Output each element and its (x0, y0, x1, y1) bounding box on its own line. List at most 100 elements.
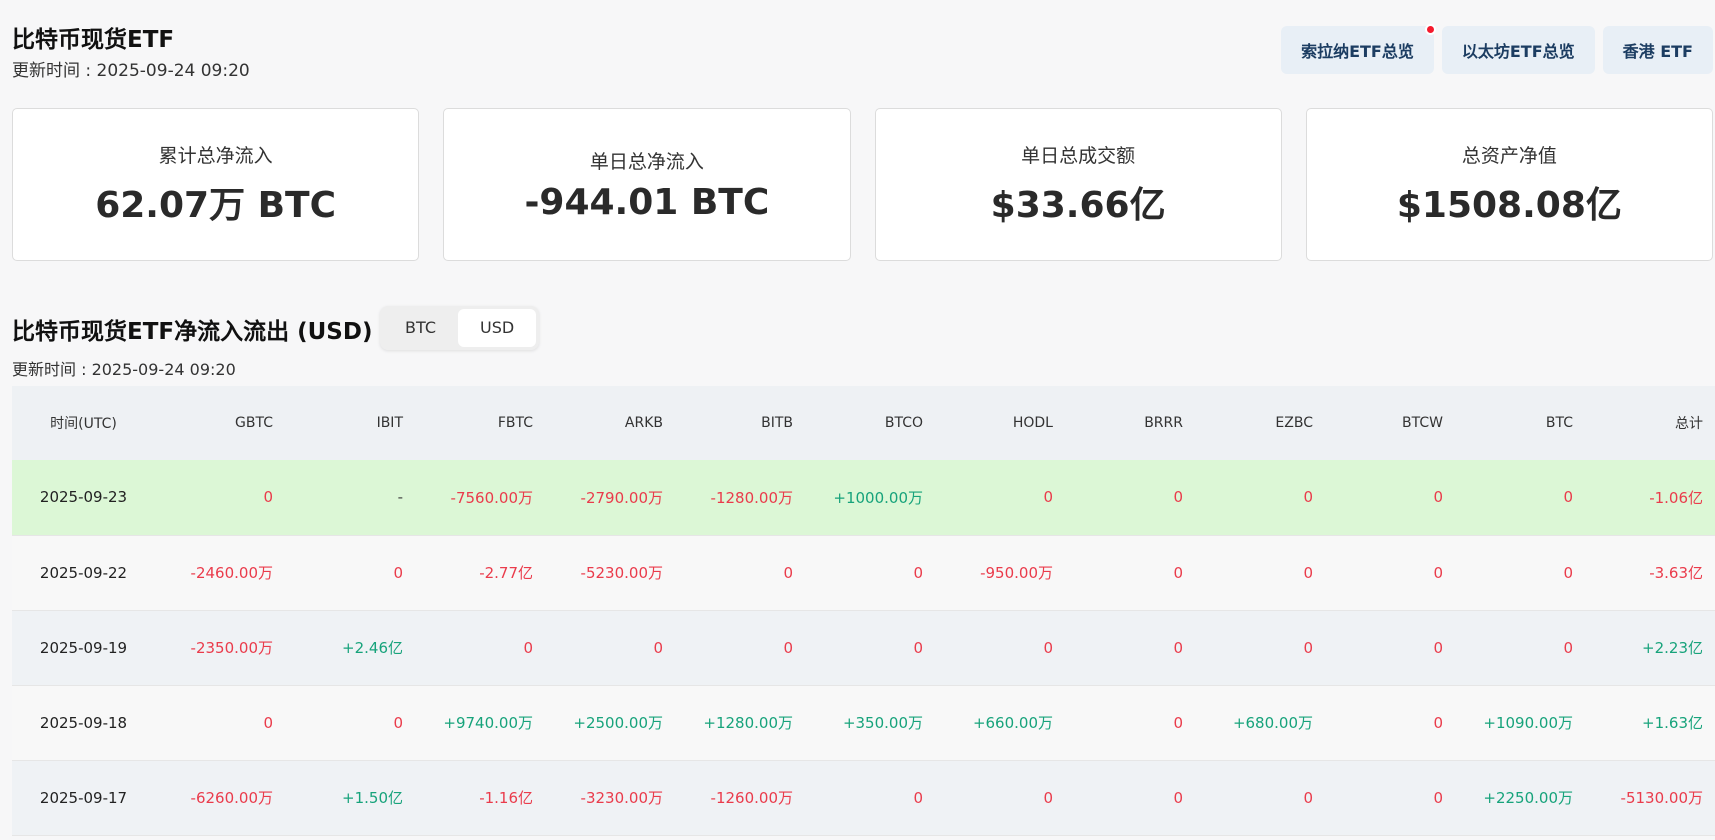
flow-cell: 0 (805, 610, 935, 686)
flow-cell: 0 (1325, 460, 1455, 536)
flow-cell: +2.46亿 (285, 610, 415, 686)
flow-cell: 0 (1065, 460, 1195, 536)
table-row[interactable]: 2025-09-18 0 0 +9740.00万 +2500.00万 +1280.00万 +… (12, 685, 1715, 761)
date-cell: 2025-09-17 (12, 760, 155, 836)
date-cell: 2025-09-19 (12, 610, 155, 686)
column-header: ARKB (545, 386, 675, 460)
flow-cell: 0 (1195, 535, 1325, 611)
flow-cell: -6260.00万 (155, 760, 285, 836)
flow-cell: 0 (675, 535, 805, 611)
flow-cell: +1.50亿 (285, 760, 415, 836)
table-body: 2025-09-23 0- -7560.00万 -2790.00万 -1280.00万 +… (12, 460, 1715, 836)
flow-cell: -1280.00万 (675, 460, 805, 536)
button-label: 索拉纳ETF总览 (1301, 42, 1414, 61)
solana-etf-button[interactable]: 索拉纳ETF总览 (1281, 24, 1436, 74)
flow-cell: 0 (1325, 685, 1455, 761)
flow-cell: +1.63亿 (1585, 685, 1715, 761)
flow-cell: +350.00万 (805, 685, 935, 761)
flow-cell: -2.77亿 (415, 535, 545, 611)
flow-cell: 0 (415, 610, 545, 686)
flow-cell: 0 (1325, 610, 1455, 686)
stat-value: $1508.08亿 (1396, 185, 1622, 226)
flow-cell: -1.16亿 (415, 760, 545, 836)
flow-cell: 0 (285, 685, 415, 761)
flow-cell: 0 (935, 460, 1065, 536)
stat-card-daily-volume: 单日总成交额 $33.66亿 (874, 108, 1282, 261)
stat-label: 单日总净流入 (589, 150, 704, 173)
header-nav: 索拉纳ETF总览 以太坊ETF总览 香港 ETF (1281, 24, 1713, 74)
flow-cell: -2350.00万 (155, 610, 285, 686)
flow-cell: -950.00万 (935, 535, 1065, 611)
flow-cell: +680.00万 (1195, 685, 1325, 761)
stat-label: 累计总净流入 (158, 145, 273, 167)
button-label: 香港 ETF (1622, 42, 1693, 61)
flow-cell: +660.00万 (935, 685, 1065, 761)
page-title: 比特币现货ETF (12, 27, 175, 53)
column-header: BITB (675, 386, 805, 460)
flow-cell: 0 (1325, 760, 1455, 836)
toggle-btc[interactable]: BTC (405, 318, 436, 337)
flow-cell: -1.06亿 (1585, 460, 1715, 536)
stat-label: 单日总成交额 (1021, 145, 1136, 167)
flow-cell: +1090.00万 (1455, 685, 1585, 761)
stat-card-daily-inflow: 单日总净流入 -944.01 BTC (443, 108, 851, 261)
flow-cell: 0 (1195, 460, 1325, 536)
column-header: BRRR (1065, 386, 1195, 460)
stat-value: $33.66亿 (990, 185, 1166, 226)
flow-cell: +2500.00万 (545, 685, 675, 761)
flow-cell: 0 (805, 535, 935, 611)
stat-card-net-assets: 总资产净值 $1508.08亿 (1305, 108, 1713, 261)
flow-cell: 0 (805, 760, 935, 836)
flow-cell: 0 (1195, 610, 1325, 686)
flow-cell: 0 (285, 535, 415, 611)
ethereum-etf-button[interactable]: 以太坊ETF总览 (1441, 26, 1595, 74)
date-cell: 2025-09-22 (12, 535, 155, 611)
flow-cell: +9740.00万 (415, 685, 545, 761)
flow-cell: 0 (1065, 760, 1195, 836)
flow-cell: -3230.00万 (545, 760, 675, 836)
section-update-time: 更新时间 : 2025-09-24 09:20 (12, 360, 236, 379)
flow-cell: +2.23亿 (1585, 610, 1715, 686)
stats-cards: 累计总净流入 62.07万 BTC 单日总净流入 -944.01 BTC 单日总… (12, 108, 1713, 261)
table-row[interactable]: 2025-09-23 0- -7560.00万 -2790.00万 -1280.00万 +… (12, 460, 1715, 536)
flow-cell: -2790.00万 (545, 460, 675, 536)
flow-cell: -3.63亿 (1585, 535, 1715, 611)
column-header: BTCO (805, 386, 935, 460)
flow-cell: 0 (545, 610, 675, 686)
flow-cell: -2460.00万 (155, 535, 285, 611)
section-title: 比特币现货ETF净流入流出 (USD) (12, 319, 373, 345)
flow-cell: -7560.00万 (415, 460, 545, 536)
flow-cell: 0 (1195, 760, 1325, 836)
date-cell: 2025-09-23 (12, 460, 155, 536)
column-header: IBIT (285, 386, 415, 460)
column-header: BTCW (1325, 386, 1455, 460)
flow-cell: 0 (1065, 610, 1195, 686)
stat-value: 62.07万 BTC (95, 185, 337, 226)
flow-cell: - (285, 460, 415, 536)
button-label: 以太坊ETF总览 (1461, 42, 1575, 61)
flow-cell: 0 (675, 610, 805, 686)
stat-value: -944.01 BTC (524, 181, 770, 223)
flow-cell: 0 (1455, 535, 1585, 611)
flow-cell: -5130.00万 (1585, 760, 1715, 836)
flow-cell: 0 (1455, 460, 1585, 536)
hongkong-etf-button[interactable]: 香港 ETF (1602, 26, 1713, 74)
toggle-usd[interactable]: USD (457, 309, 537, 347)
column-header: EZBC (1195, 386, 1325, 460)
table-row[interactable]: 2025-09-17 -6260.00万 +1.50亿 -1.16亿 -3230.00万… (12, 760, 1715, 836)
stat-card-cumulative-inflow: 累计总净流入 62.07万 BTC (12, 108, 420, 261)
column-header: GBTC (155, 386, 285, 460)
flow-cell: +1000.00万 (805, 460, 935, 536)
column-header: BTC (1455, 386, 1585, 460)
column-header: FBTC (415, 386, 545, 460)
column-header: HODL (935, 386, 1065, 460)
flow-cell: 0 (1065, 685, 1195, 761)
flow-cell: +2250.00万 (1455, 760, 1585, 836)
flow-cell: 0 (155, 460, 285, 536)
table-row[interactable]: 2025-09-22 -2460.00万 0 -2.77亿 -5230.00万 0 0 -95… (12, 535, 1715, 611)
unit-toggle: BTC USD (380, 306, 540, 350)
table-row[interactable]: 2025-09-19 -2350.00万 +2.46亿 0 0 0 0 0 0 0 0 0 +2.23亿 (12, 610, 1715, 686)
flow-cell: 0 (1325, 535, 1455, 611)
table-header-row: 时间(UTC) GBTC IBIT FBTC ARKB BITB BTCO HODL BRRR E… (12, 386, 1715, 460)
